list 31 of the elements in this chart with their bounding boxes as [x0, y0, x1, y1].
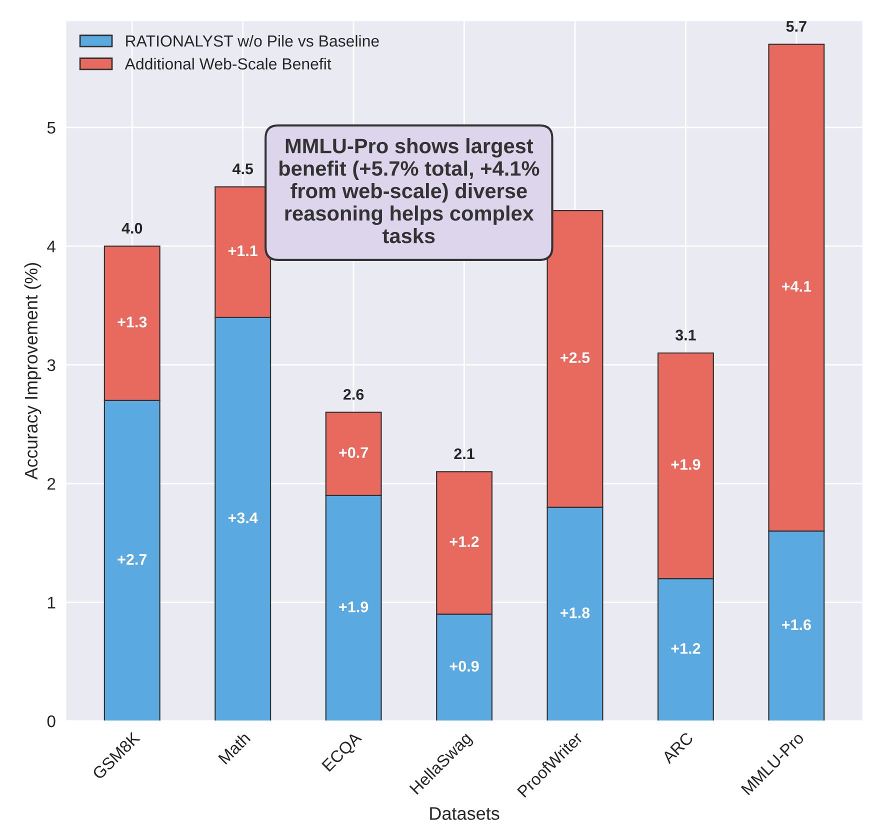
total-label: 3.1 [675, 330, 696, 340]
annotation: MMLU-Pro shows largest benefit (+5.7% total, +4.1% from web-scale) diverse reasoning helps complex tasks [279, 138, 540, 244]
y-tick-label: 3 [47, 359, 56, 372]
data-label: +1.3 [118, 316, 147, 328]
total-label: 4.5 [232, 164, 254, 174]
y-tick-label: 1 [48, 596, 56, 608]
x-axis-title: Datasets [430, 807, 500, 820]
total-label: 5.7 [786, 21, 806, 32]
data-label: +1.6 [782, 619, 811, 630]
data-label: +3.4 [228, 512, 258, 524]
data-label: +0.7 [339, 447, 368, 458]
total-label: 2.1 [454, 448, 474, 460]
y-tick-label: 2 [48, 478, 56, 490]
y-tick-label: 4 [47, 240, 56, 252]
legend-label: Additional Web-Scale Benefit [124, 58, 332, 70]
total-label: 2.6 [343, 389, 364, 400]
total-label: 4.0 [122, 222, 142, 234]
data-label: +1.2 [450, 536, 479, 547]
data-label: +1.9 [671, 459, 700, 470]
y-axis-title: Accuracy Improvement (%) [24, 263, 42, 480]
data-label: +0.9 [450, 660, 479, 672]
y-tick-label: 0 [47, 715, 56, 728]
data-label: +1.1 [228, 246, 258, 256]
legend-label: RATIONALYST w/o Pile vs Baseline [126, 34, 379, 47]
data-label: +1.9 [339, 602, 368, 612]
y-tick-label: 5 [47, 122, 56, 134]
data-label: +4.1 [782, 281, 812, 292]
data-label: +1.8 [560, 607, 590, 618]
data-label: +2.7 [118, 554, 147, 565]
data-label: +1.2 [671, 643, 700, 654]
data-label: +2.5 [560, 352, 590, 364]
